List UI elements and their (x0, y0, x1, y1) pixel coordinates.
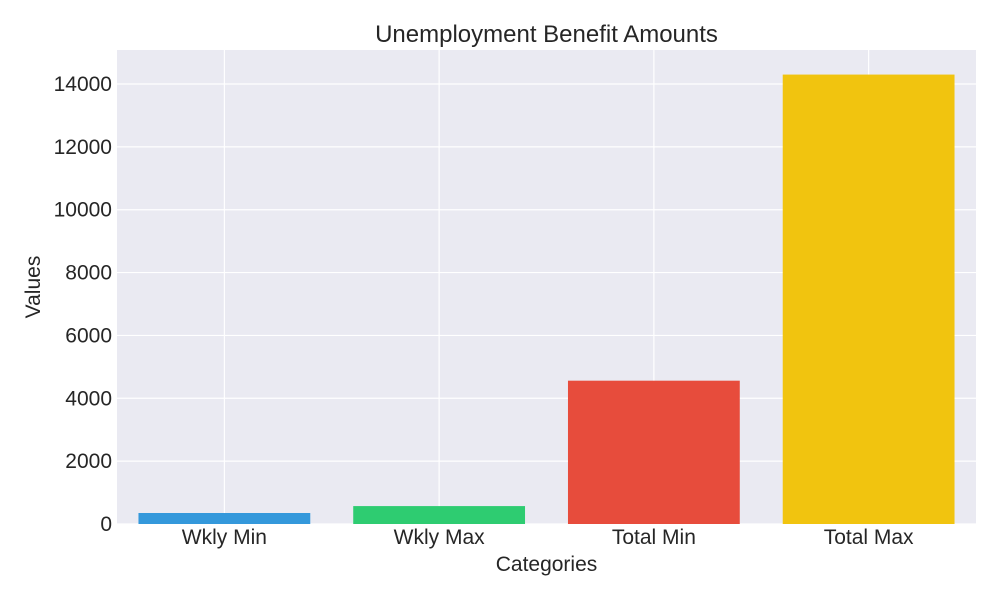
bar (782, 74, 955, 525)
y-axis-label: Values (22, 256, 45, 319)
y-tick-label: 0 (100, 513, 112, 536)
x-tick-label: Total Min (612, 526, 696, 549)
x-tick-label: Total Max (824, 526, 914, 549)
y-tick-label: 8000 (65, 262, 112, 285)
y-tick-label: 12000 (54, 136, 112, 159)
x-tick-label: Wkly Min (182, 526, 267, 549)
chart-title: Unemployment Benefit Amounts (375, 21, 718, 48)
y-tick-label: 14000 (54, 73, 112, 96)
bar (138, 513, 311, 524)
x-tick-label: Wkly Max (394, 526, 485, 549)
y-tick-label: 4000 (65, 387, 112, 410)
x-axis-label: Categories (496, 553, 598, 576)
y-tick-label: 6000 (65, 324, 112, 347)
bar (353, 506, 526, 524)
y-tick-labels: 0 2000 4000 6000 8000 10000 12000 14000 (54, 73, 112, 536)
y-tick-label: 10000 (54, 199, 112, 222)
bar (567, 380, 740, 524)
x-tick-labels: Wkly Min Wkly Max Total Min Total Max (182, 526, 914, 549)
bars (138, 74, 955, 525)
y-tick-label: 2000 (65, 450, 112, 473)
